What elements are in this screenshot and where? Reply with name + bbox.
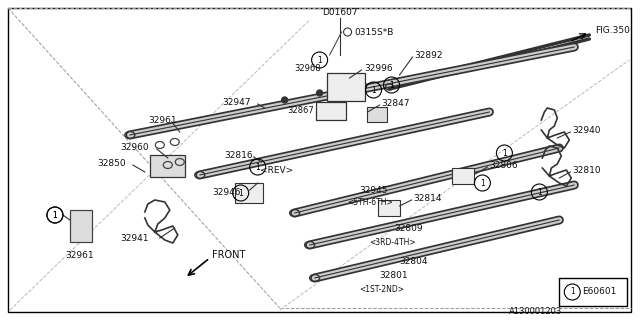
Circle shape <box>282 97 287 103</box>
Text: <REV>: <REV> <box>260 165 293 174</box>
Text: <3RD-4TH>: <3RD-4TH> <box>369 237 416 246</box>
Text: A130001203: A130001203 <box>509 308 563 316</box>
Text: 32961: 32961 <box>65 251 93 260</box>
Text: 1: 1 <box>371 85 376 94</box>
Text: 32968: 32968 <box>294 63 321 73</box>
Bar <box>150 155 185 177</box>
Text: 32816: 32816 <box>225 150 253 159</box>
Text: 32892: 32892 <box>415 51 443 60</box>
Bar <box>367 107 387 122</box>
Text: 32806: 32806 <box>490 161 518 170</box>
Text: E60601: E60601 <box>582 287 617 297</box>
Bar <box>70 210 92 242</box>
Text: 32945: 32945 <box>360 186 388 195</box>
Text: 1: 1 <box>52 211 58 220</box>
Text: 1: 1 <box>389 81 394 90</box>
Text: 1: 1 <box>537 188 541 196</box>
Text: 32960: 32960 <box>120 142 148 151</box>
Text: 32867: 32867 <box>287 106 314 115</box>
Text: 32941: 32941 <box>120 234 148 243</box>
Text: 1: 1 <box>52 211 58 220</box>
Text: 1: 1 <box>317 55 322 65</box>
Text: 32946: 32946 <box>212 188 241 196</box>
Text: 32850: 32850 <box>97 158 125 167</box>
Text: 0315S*B: 0315S*B <box>355 28 394 36</box>
Text: 32940: 32940 <box>572 125 601 134</box>
Text: FIG.350: FIG.350 <box>595 26 630 35</box>
Text: 32996: 32996 <box>365 63 393 73</box>
Text: 32801: 32801 <box>380 271 408 281</box>
Text: 32809: 32809 <box>394 223 423 233</box>
Text: 1: 1 <box>238 188 243 197</box>
Bar <box>316 102 346 120</box>
Text: 1: 1 <box>255 163 260 172</box>
Bar <box>452 168 474 184</box>
Text: FRONT: FRONT <box>212 250 245 260</box>
Text: 32810: 32810 <box>572 165 601 174</box>
Text: <5TH-6TH>: <5TH-6TH> <box>348 197 394 206</box>
Text: 1: 1 <box>502 148 507 157</box>
Text: 32847: 32847 <box>381 99 410 108</box>
Text: D01607: D01607 <box>322 7 357 17</box>
Text: 32961: 32961 <box>148 116 177 124</box>
Text: 32947: 32947 <box>223 98 252 107</box>
Text: <1ST-2ND>: <1ST-2ND> <box>360 285 404 294</box>
Bar <box>559 278 627 306</box>
Bar <box>378 200 399 216</box>
Text: 1: 1 <box>570 287 575 297</box>
Bar <box>326 73 365 101</box>
Circle shape <box>317 90 323 96</box>
Text: 1: 1 <box>480 179 484 188</box>
Bar <box>235 183 262 203</box>
Text: 32804: 32804 <box>399 258 428 267</box>
Text: 32814: 32814 <box>413 194 442 203</box>
